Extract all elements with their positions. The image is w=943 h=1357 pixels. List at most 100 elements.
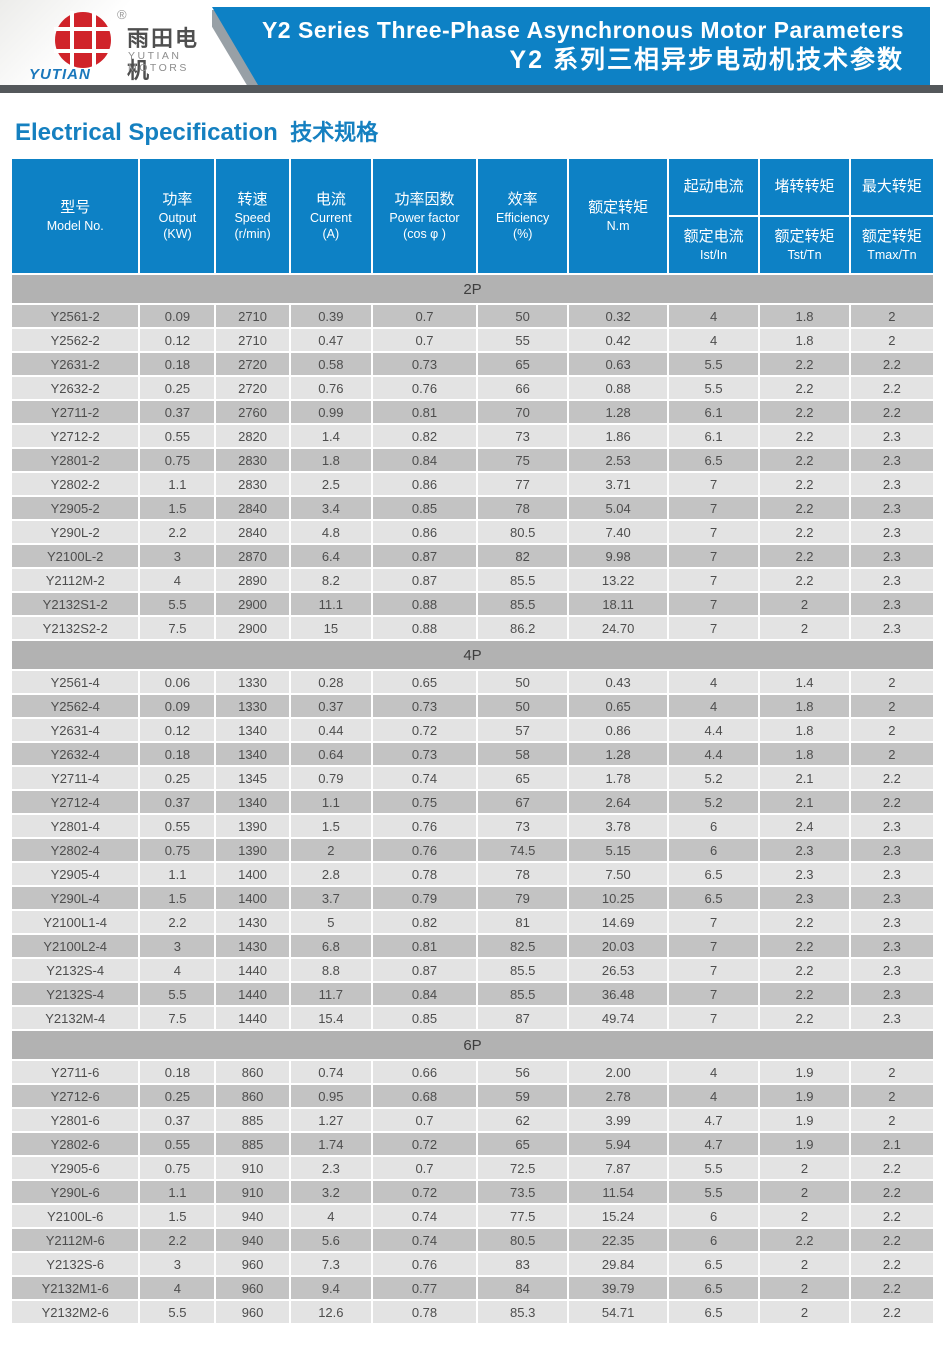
cell-value: 1.8: [760, 329, 849, 351]
cell-value: 0.12: [140, 719, 215, 741]
cell-value: 0.09: [140, 305, 215, 327]
cell-model: Y2100L-6: [12, 1205, 139, 1227]
cell-value: 78: [477, 863, 568, 885]
cell-value: 0.63: [569, 353, 667, 375]
cell-value: 73.5: [477, 1181, 568, 1203]
cell-value: 1440: [216, 983, 289, 1005]
cell-value: 2.3: [850, 617, 933, 639]
cell-value: 7.3: [290, 1253, 372, 1275]
header-divider-strip: [0, 85, 943, 93]
cell-model: Y2802-4: [12, 839, 139, 861]
table-row: Y2100L-2 3 2870 6.4 0.87 82 9.98 7 2.2 2.3: [12, 545, 933, 567]
cell-model: Y2561-4: [12, 671, 139, 693]
cell-value: 2.3: [760, 839, 849, 861]
cell-value: 0.72: [373, 1133, 476, 1155]
cell-model: Y2132M2-6: [12, 1301, 139, 1323]
cell-value: 65: [477, 1133, 568, 1155]
cell-value: 0.86: [373, 521, 476, 543]
cell-value: 1.4: [760, 671, 849, 693]
cell-value: 0.55: [140, 1133, 215, 1155]
cell-value: 8.2: [290, 569, 372, 591]
cell-value: 0.7: [373, 1157, 476, 1179]
cell-value: 39.79: [569, 1277, 667, 1299]
table-row: Y2561-4 0.06 1330 0.28 0.65 50 0.43 4 1.4 2: [12, 671, 933, 693]
table-row: Y2112M-2 4 2890 8.2 0.87 85.5 13.22 7 2.2 2.3: [12, 569, 933, 591]
cell-value: 1340: [216, 719, 289, 741]
cell-value: 0.84: [373, 449, 476, 471]
cell-value: 7: [668, 569, 759, 591]
cell-value: 22.35: [569, 1229, 667, 1251]
table-row: Y2802-6 0.55 885 1.74 0.72 65 5.94 4.7 1.9 2.1: [12, 1133, 933, 1155]
cell-value: 885: [216, 1109, 289, 1131]
cell-value: 0.18: [140, 1061, 215, 1083]
cell-value: 2.2: [760, 449, 849, 471]
cell-value: 0.84: [373, 983, 476, 1005]
cell-value: 0.78: [373, 863, 476, 885]
cell-value: 1.4: [290, 425, 372, 447]
table-row: Y2132S2-2 7.5 2900 15 0.88 86.2 24.70 7 2 2.3: [12, 617, 933, 639]
col-header-speed: 转速 Speed (r/min): [216, 159, 289, 273]
cell-value: 0.75: [140, 449, 215, 471]
cell-value: 0.73: [373, 695, 476, 717]
table-row: Y2905-4 1.1 1400 2.8 0.78 78 7.50 6.5 2.3 2.3: [12, 863, 933, 885]
cell-value: 5: [290, 911, 372, 933]
cell-value: 2: [850, 1085, 933, 1107]
table-row: Y290L-2 2.2 2840 4.8 0.86 80.5 7.40 7 2.2 2.3: [12, 521, 933, 543]
cell-value: 7.40: [569, 521, 667, 543]
cell-value: 62: [477, 1109, 568, 1131]
table-row: Y2132S1-2 5.5 2900 11.1 0.88 85.5 18.11 7 2 2.3: [12, 593, 933, 615]
cell-value: 2.1: [760, 767, 849, 789]
col-header-starting-current-ratio: 额定电流 Ist/In: [668, 217, 759, 273]
cell-value: 4: [290, 1205, 372, 1227]
cell-value: 1440: [216, 1007, 289, 1029]
cell-value: 2.2: [760, 1229, 849, 1251]
cell-value: 5.6: [290, 1229, 372, 1251]
cell-value: 7: [668, 593, 759, 615]
cell-value: 2.3: [850, 911, 933, 933]
cell-value: 50: [477, 695, 568, 717]
cell-value: 2.64: [569, 791, 667, 813]
cell-value: 940: [216, 1229, 289, 1251]
cell-value: 1.86: [569, 425, 667, 447]
table-row: Y2801-6 0.37 885 1.27 0.7 62 3.99 4.7 1.9 2: [12, 1109, 933, 1131]
cell-value: 1.9: [760, 1085, 849, 1107]
cell-model: Y2100L1-4: [12, 911, 139, 933]
cell-value: 5.5: [140, 593, 215, 615]
cell-value: 0.55: [140, 815, 215, 837]
col-header-efficiency: 效率 Efficiency (%): [477, 159, 568, 273]
cell-value: 2.3: [850, 815, 933, 837]
cell-value: 960: [216, 1301, 289, 1323]
col-header-max-torque: 最大转矩: [850, 159, 933, 215]
cell-value: 0.66: [373, 1061, 476, 1083]
cell-value: 0.09: [140, 695, 215, 717]
cell-value: 2840: [216, 497, 289, 519]
cell-value: 2.2: [760, 935, 849, 957]
registered-mark: ®: [117, 7, 127, 22]
cell-value: 83: [477, 1253, 568, 1275]
table-row: Y2562-4 0.09 1330 0.37 0.73 50 0.65 4 1.8 2: [12, 695, 933, 717]
cell-value: 2.3: [850, 935, 933, 957]
section-band-label: 2P: [12, 275, 933, 303]
cell-model: Y2561-2: [12, 305, 139, 327]
table-row: Y2905-6 0.75 910 2.3 0.7 72.5 7.87 5.5 2 2.2: [12, 1157, 933, 1179]
cell-value: 5.2: [668, 767, 759, 789]
cell-model: Y2132S1-2: [12, 593, 139, 615]
table-row: Y2561-2 0.09 2710 0.39 0.7 50 0.32 4 1.8 2: [12, 305, 933, 327]
section-band-row: 6P: [12, 1031, 933, 1059]
cell-value: 78: [477, 497, 568, 519]
cell-model: Y2632-4: [12, 743, 139, 765]
cell-value: 7: [668, 497, 759, 519]
cell-model: Y2112M-6: [12, 1229, 139, 1251]
cell-value: 0.55: [140, 425, 215, 447]
cell-value: 11.1: [290, 593, 372, 615]
motor-parameters-table: 型号 Model No. 功率 Output (KW) 转速 Speed (r/…: [10, 157, 935, 1325]
table-row: Y2100L1-4 2.2 1430 5 0.82 81 14.69 7 2.2 2.3: [12, 911, 933, 933]
cell-model: Y2132S-4: [12, 959, 139, 981]
cell-value: 0.76: [373, 377, 476, 399]
cell-value: 2.2: [760, 545, 849, 567]
col-header-starting-current: 起动电流: [668, 159, 759, 215]
cell-value: 0.87: [373, 569, 476, 591]
cell-model: Y2632-2: [12, 377, 139, 399]
cell-value: 7: [668, 959, 759, 981]
table-row: Y2801-2 0.75 2830 1.8 0.84 75 2.53 6.5 2.2 2.3: [12, 449, 933, 471]
